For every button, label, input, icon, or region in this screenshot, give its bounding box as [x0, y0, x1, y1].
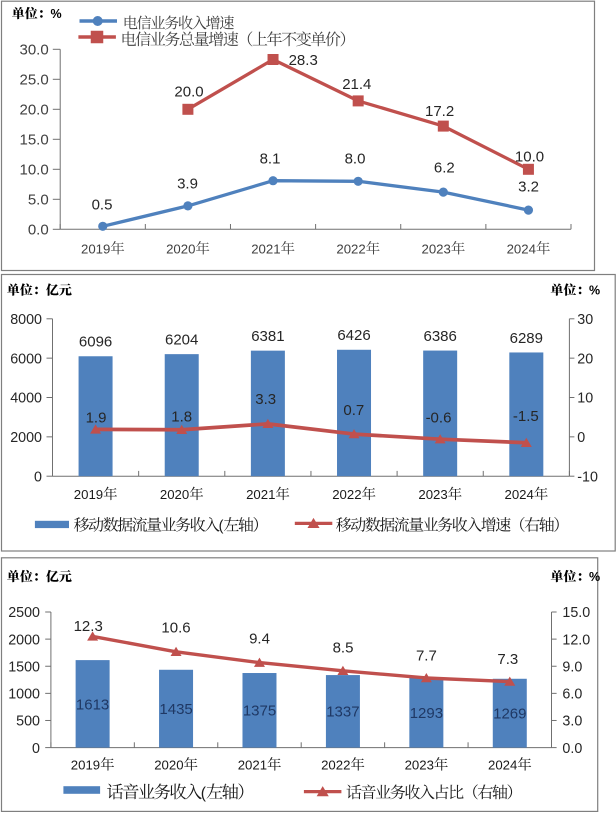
svg-text:(: ( [219, 519, 224, 535]
svg-text:1.8: 1.8 [171, 408, 192, 425]
svg-text:-10: -10 [577, 469, 598, 485]
svg-text:%: % [589, 284, 600, 298]
svg-text:0.0: 0.0 [28, 222, 49, 239]
svg-text:2024: 2024 [507, 241, 536, 256]
svg-text:6386: 6386 [424, 328, 457, 345]
svg-text:2000: 2000 [10, 430, 42, 446]
svg-text:12.3: 12.3 [74, 618, 103, 635]
svg-text:2021: 2021 [246, 487, 275, 502]
svg-text:1269: 1269 [493, 706, 526, 723]
svg-text:2020: 2020 [154, 758, 183, 773]
svg-text:9.0: 9.0 [562, 659, 582, 675]
svg-text:0.5: 0.5 [92, 196, 113, 213]
svg-text:1000: 1000 [8, 687, 40, 703]
svg-text:0: 0 [34, 469, 42, 485]
svg-text:6289: 6289 [510, 330, 543, 347]
svg-text:6426: 6426 [337, 327, 370, 344]
svg-text:-0.6: -0.6 [426, 410, 452, 427]
svg-text:8000: 8000 [10, 312, 42, 328]
svg-text:2024: 2024 [505, 487, 534, 502]
svg-text:9.4: 9.4 [249, 630, 270, 647]
svg-text:4000: 4000 [10, 391, 42, 407]
svg-text:5.0: 5.0 [28, 192, 49, 209]
svg-text:6204: 6204 [165, 332, 198, 349]
svg-text:-1.5: -1.5 [513, 408, 539, 425]
svg-text:0: 0 [577, 430, 585, 446]
svg-text:%: % [589, 570, 600, 584]
svg-text:2019: 2019 [81, 241, 110, 256]
svg-text:2022: 2022 [332, 487, 361, 502]
svg-text:1613: 1613 [76, 696, 109, 713]
svg-text:2020: 2020 [166, 241, 195, 256]
svg-text:3.2: 3.2 [518, 178, 539, 195]
svg-text:1500: 1500 [8, 659, 40, 675]
svg-text:10.0: 10.0 [515, 148, 544, 165]
svg-text:1337: 1337 [326, 704, 359, 721]
svg-text:3.3: 3.3 [255, 391, 276, 408]
svg-text:15.0: 15.0 [19, 132, 48, 149]
svg-text:(: ( [201, 785, 207, 802]
svg-text:0.7: 0.7 [343, 402, 364, 419]
svg-text:2020: 2020 [160, 487, 189, 502]
svg-text:6381: 6381 [251, 328, 284, 345]
svg-text:2019: 2019 [71, 758, 100, 773]
svg-text:2022: 2022 [336, 241, 365, 256]
svg-text:6096: 6096 [79, 334, 112, 351]
svg-text:21.4: 21.4 [342, 76, 371, 93]
svg-text:6000: 6000 [10, 351, 42, 367]
svg-text:8.1: 8.1 [260, 150, 281, 167]
svg-text:2000: 2000 [8, 632, 40, 648]
svg-text:8.5: 8.5 [333, 639, 354, 656]
svg-text:2023: 2023 [418, 487, 447, 502]
svg-text:30: 30 [577, 312, 593, 328]
svg-text:2021: 2021 [251, 241, 280, 256]
svg-text:2023: 2023 [405, 758, 434, 773]
svg-text:6.2: 6.2 [434, 159, 455, 176]
svg-text:8.0: 8.0 [345, 150, 366, 167]
svg-text:25.0: 25.0 [19, 72, 48, 89]
svg-text:10.0: 10.0 [19, 162, 48, 179]
svg-text:500: 500 [16, 714, 40, 730]
svg-text:2021: 2021 [238, 758, 267, 773]
svg-text:17.2: 17.2 [425, 103, 454, 120]
svg-text:3.9: 3.9 [177, 175, 198, 192]
svg-text:1435: 1435 [159, 701, 192, 718]
svg-text:2023: 2023 [422, 241, 451, 256]
svg-text:1293: 1293 [410, 705, 443, 722]
svg-text:20.0: 20.0 [19, 102, 48, 119]
svg-text:10: 10 [577, 391, 593, 407]
svg-text:20: 20 [577, 351, 593, 367]
svg-text:7.7: 7.7 [416, 647, 437, 664]
svg-text:2500: 2500 [8, 605, 40, 621]
svg-text:%: % [51, 7, 62, 21]
svg-text:15.0: 15.0 [562, 605, 590, 621]
svg-text:12.0: 12.0 [562, 632, 590, 648]
svg-text:10.6: 10.6 [161, 619, 190, 636]
svg-text:1375: 1375 [243, 703, 276, 720]
svg-text:2019: 2019 [74, 487, 103, 502]
svg-text:20.0: 20.0 [174, 83, 203, 100]
svg-text:0: 0 [32, 741, 40, 757]
svg-text:3.0: 3.0 [562, 714, 582, 730]
svg-text:2024: 2024 [488, 758, 517, 773]
svg-text:7.3: 7.3 [497, 651, 518, 668]
svg-text:0.0: 0.0 [562, 741, 582, 757]
svg-text:2022: 2022 [321, 758, 350, 773]
svg-text:28.3: 28.3 [289, 52, 318, 69]
svg-text:1.9: 1.9 [86, 409, 107, 426]
svg-text:6.0: 6.0 [562, 687, 582, 703]
svg-text:30.0: 30.0 [19, 42, 48, 59]
